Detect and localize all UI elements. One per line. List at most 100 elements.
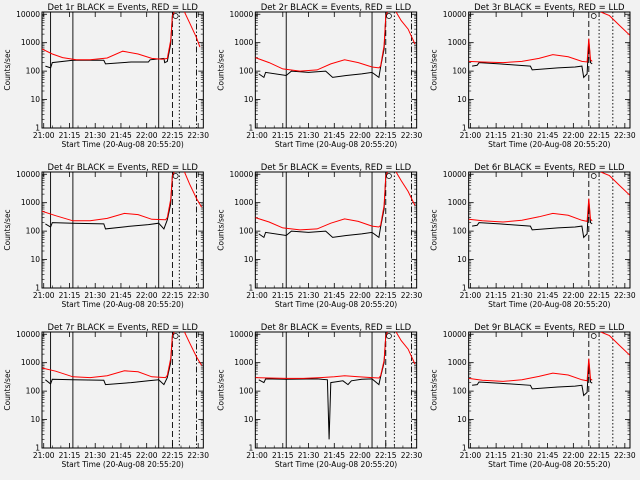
y-tick-label: 1 (249, 124, 254, 133)
x-tick-label: 22:15 (375, 131, 397, 140)
x-tick-label: 22:30 (401, 291, 423, 300)
x-tick-label: 21:00 (460, 291, 482, 300)
y-tick-label: 10000 (16, 170, 40, 179)
peak-marker (590, 13, 597, 19)
x-tick-label: 21:00 (33, 131, 55, 140)
y-tick-label: 10000 (229, 330, 253, 339)
x-tick-label: 21:45 (323, 451, 345, 460)
x-tick-label: 21:45 (323, 131, 345, 140)
x-tick-label: 21:15 (272, 451, 294, 460)
detector-panel-7: Det 7r BLACK = Events, RED = LLD 1 10 100 10… (3, 323, 209, 469)
x-tick-label: 21:45 (537, 291, 559, 300)
x-tick-label: 21:15 (59, 291, 81, 300)
y-tick-label: 100 (26, 387, 41, 396)
x-axis-label: Start Time (20-Aug-08 20:55:20) (275, 460, 397, 469)
plot-frame (41, 171, 204, 289)
y-tick-label: 1000 (234, 198, 253, 207)
x-tick-label: 21:30 (84, 131, 106, 140)
x-tick-label: 21:45 (110, 291, 132, 300)
y-tick-label: 10 (244, 95, 254, 104)
y-tick-label: 100 (239, 67, 254, 76)
x-tick-label: 22:30 (614, 451, 636, 460)
plot-title: Det 2r BLACK = Events, RED = LLD (261, 3, 412, 13)
x-tick-label: 21:00 (246, 451, 268, 460)
plot-frame (254, 171, 418, 289)
y-tick-label: 10 (244, 415, 254, 424)
y-tick-label: 10000 (229, 10, 253, 19)
x-tick-label: 22:00 (136, 451, 158, 460)
x-tick-label: 21:30 (298, 131, 320, 140)
y-tick-label: 10000 (443, 170, 467, 179)
x-tick-label: 22:00 (563, 291, 585, 300)
x-tick-label: 22:30 (614, 291, 636, 300)
plot-title: Det 9r BLACK = Events, RED = LLD (474, 323, 625, 333)
series-line-lld-tail (395, 12, 416, 45)
x-tick-label: 22:30 (614, 131, 636, 140)
peak-marker (172, 173, 179, 179)
x-tick-label: 22:00 (563, 131, 585, 140)
y-axis-label: Counts/sec (216, 209, 225, 250)
y-tick-label: 10000 (229, 170, 253, 179)
x-tick-label: 22:15 (375, 451, 397, 460)
plot-frame (254, 11, 418, 129)
y-axis-label: Counts/sec (216, 369, 225, 410)
y-axis-label: Counts/sec (430, 369, 439, 410)
y-tick-label: 1000 (21, 198, 40, 207)
x-tick-label: 21:15 (485, 451, 507, 460)
y-tick-label: 10 (244, 255, 254, 264)
plot-frame (468, 11, 631, 129)
plot-frame (41, 331, 204, 449)
y-tick-label: 10000 (16, 330, 40, 339)
x-tick-label: 21:30 (511, 291, 533, 300)
y-tick-label: 1000 (21, 38, 40, 47)
peak-marker (590, 333, 597, 339)
y-axis-label: Counts/sec (216, 49, 225, 90)
detector-panel-6: Det 6r BLACK = Events, RED = LLD 1 10 100 10… (430, 163, 636, 309)
y-tick-label: 100 (452, 67, 467, 76)
x-tick-label: 22:00 (349, 451, 371, 460)
series-line-lld-tail (600, 172, 630, 196)
y-tick-label: 1 (462, 444, 467, 453)
x-axis-label: Start Time (20-Aug-08 20:55:20) (61, 300, 183, 309)
y-axis-label: Counts/sec (3, 209, 12, 250)
plot-title: Det 7r BLACK = Events, RED = LLD (47, 323, 198, 333)
detector-panel-9: Det 9r BLACK = Events, RED = LLD 1 10 100 10… (430, 323, 636, 469)
x-tick-label: 22:30 (187, 131, 209, 140)
plot-frame (41, 11, 204, 129)
x-tick-label: 21:45 (537, 131, 559, 140)
y-tick-label: 1 (35, 124, 40, 133)
x-tick-label: 21:15 (272, 291, 294, 300)
x-tick-label: 22:30 (187, 451, 209, 460)
x-tick-label: 22:00 (349, 131, 371, 140)
plot-title: Det 5r BLACK = Events, RED = LLD (261, 163, 412, 173)
series-line-lld-tail (600, 332, 630, 356)
x-tick-label: 21:30 (511, 451, 533, 460)
x-tick-label: 21:00 (246, 131, 268, 140)
y-tick-label: 1 (35, 444, 40, 453)
peak-marker (172, 13, 179, 19)
series-line-lld (42, 332, 175, 379)
series-line-lld (468, 38, 593, 64)
series-line-events (258, 332, 388, 440)
x-tick-label: 21:15 (485, 291, 507, 300)
x-tick-label: 22:00 (136, 291, 158, 300)
y-tick-label: 10 (30, 415, 40, 424)
x-tick-label: 21:45 (110, 451, 132, 460)
plot-title: Det 4r BLACK = Events, RED = LLD (47, 163, 198, 173)
y-axis-label: Counts/sec (3, 369, 12, 410)
y-tick-label: 100 (26, 67, 41, 76)
peak-marker (386, 173, 392, 179)
y-axis-label: Counts/sec (430, 209, 439, 250)
y-tick-label: 1000 (448, 198, 467, 207)
series-line-lld-tail (395, 172, 416, 206)
y-tick-label: 100 (239, 387, 254, 396)
y-tick-label: 1 (462, 284, 467, 293)
plot-title: Det 8r BLACK = Events, RED = LLD (261, 323, 412, 333)
y-axis-label: Counts/sec (3, 49, 12, 90)
x-axis-label: Start Time (20-Aug-08 20:55:20) (61, 460, 183, 469)
series-line-events (45, 12, 175, 69)
detector-panel-1: Det 1r BLACK = Events, RED = LLD 1 10 100 10… (3, 3, 209, 149)
y-tick-label: 10000 (16, 10, 40, 19)
y-tick-label: 1 (35, 284, 40, 293)
y-tick-label: 100 (452, 227, 467, 236)
